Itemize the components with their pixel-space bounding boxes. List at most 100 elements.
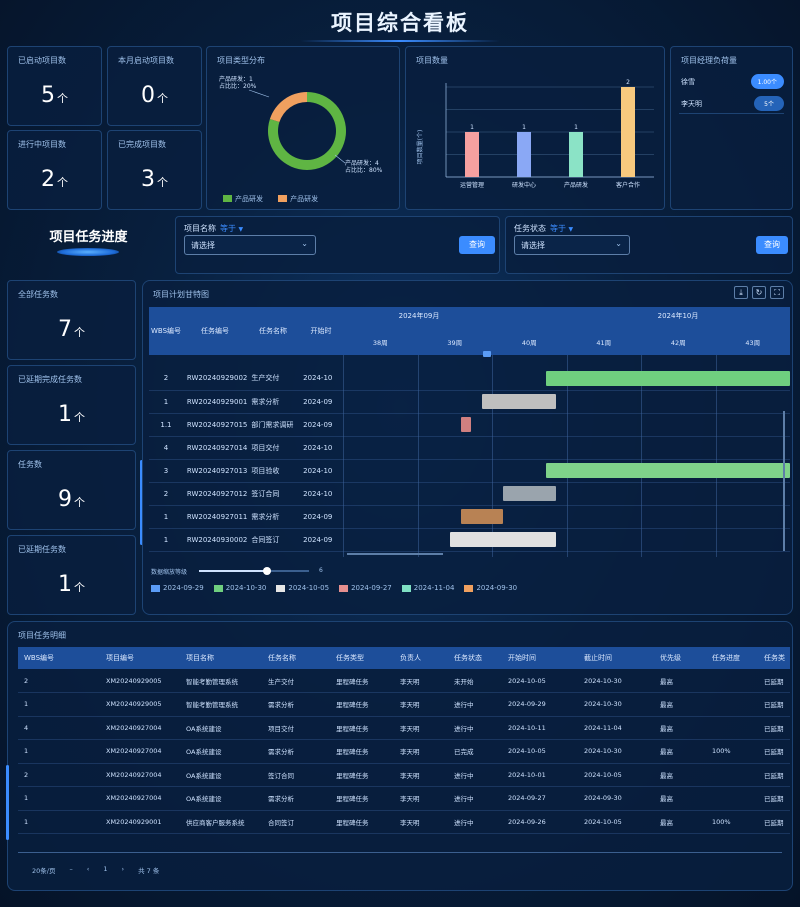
gantt-timeline: 2024年09月 2024年10月 38周 39周 40周 41周 42周 43周 bbox=[343, 307, 790, 557]
fullscreen-icon[interactable]: ⛶ bbox=[770, 286, 784, 299]
project-select[interactable]: 请选择 ⌄ bbox=[184, 235, 316, 255]
gantt-row[interactable]: 1 RW20240927011 需求分析 2024-09 bbox=[149, 505, 343, 529]
table-cell: 最高 bbox=[654, 716, 706, 740]
table-row[interactable]: 1 XM20240929005 智能考勤管理系统 需求分析 里程碑任务 李天明 进行中 202… bbox=[18, 692, 790, 717]
grid-row-line bbox=[343, 528, 790, 529]
col-header[interactable]: 项目编号 bbox=[100, 647, 180, 669]
gantt-row[interactable]: 2 RW20240929002 生产交付 2024-10 bbox=[149, 367, 343, 391]
legend-swatch bbox=[464, 584, 474, 592]
col-header[interactable]: 开始时间 bbox=[502, 647, 578, 669]
legend-item[interactable]: 2024-09-29 bbox=[151, 584, 204, 592]
table-cell: 100% bbox=[706, 810, 758, 834]
table-row[interactable]: 1 XM20240927004 OA系统建设 需求分析 里程碑任务 李天明 已完成 2024-… bbox=[18, 739, 790, 764]
gantt-task-bar[interactable] bbox=[546, 371, 790, 386]
gantt-bars bbox=[343, 351, 790, 557]
grid-row-line bbox=[343, 390, 790, 391]
table-row[interactable]: 1 XM20240927004 OA系统建设 需求分析 里程碑任务 李天明 进行中 2024-… bbox=[18, 786, 790, 811]
gantt-cell: 1.1 bbox=[149, 413, 183, 437]
donut-label-a2: 占比比：20% bbox=[219, 82, 257, 90]
legend-swatch bbox=[339, 584, 349, 592]
query-button[interactable]: 查询 bbox=[756, 236, 788, 254]
table-row[interactable]: 1 XM20240929001 供应商客户服务系统 合同签订 里程碑任务 李天明 进行中 20… bbox=[18, 810, 790, 834]
gantt-row[interactable]: 1 RW20240930002 合同签订 2024-09 bbox=[149, 528, 343, 552]
donut-label-b: 产品研发：4 bbox=[345, 159, 379, 167]
gantt-task-bar[interactable] bbox=[503, 486, 556, 501]
table-cell: 2024-10-01 bbox=[502, 763, 578, 787]
col-header[interactable]: 负责人 bbox=[394, 647, 448, 669]
bar[interactable] bbox=[465, 132, 479, 177]
col-header[interactable]: 任务类 bbox=[758, 647, 790, 669]
col-header[interactable]: 任务名称 bbox=[262, 647, 330, 669]
table-row[interactable]: 4 XM20240927004 OA系统建设 项目交付 里程碑任务 李天明 进行中 2024-… bbox=[18, 716, 790, 740]
col-header[interactable]: 任务状态 bbox=[448, 647, 502, 669]
table-scrollbar[interactable] bbox=[18, 852, 782, 853]
zoom-slider-handle[interactable] bbox=[263, 567, 271, 575]
table-cell: 2024-10-30 bbox=[578, 692, 654, 717]
bar[interactable] bbox=[517, 132, 531, 177]
gantt-row[interactable]: 1.1 RW20240927015 部门需求调研 2024-09 bbox=[149, 413, 343, 437]
download-icon[interactable]: ⤓ bbox=[734, 286, 748, 299]
legend-item[interactable]: 2024-09-27 bbox=[339, 584, 392, 592]
legend-item[interactable]: 产品研发 bbox=[278, 194, 318, 204]
week-label: 43周 bbox=[745, 339, 761, 347]
timeline-scrollbar[interactable] bbox=[347, 553, 443, 555]
gantt-row[interactable]: 4 RW20240927014 项目交付 2024-10 bbox=[149, 436, 343, 460]
donut-label-a: 产品研发：1 bbox=[219, 75, 253, 83]
gantt-task-bar[interactable] bbox=[483, 351, 491, 357]
query-button[interactable]: 查询 bbox=[459, 236, 495, 254]
refresh-icon[interactable]: ↻ bbox=[752, 286, 766, 299]
bar[interactable] bbox=[569, 132, 583, 177]
gantt-task-bar[interactable] bbox=[450, 532, 556, 547]
table-cell: 已完成 bbox=[448, 739, 502, 764]
grid-row-line bbox=[343, 413, 790, 414]
col-header[interactable]: 任务进度 bbox=[706, 647, 758, 669]
table-cell: 1 bbox=[18, 810, 100, 834]
zoom-slider-track[interactable] bbox=[199, 567, 309, 575]
bar[interactable] bbox=[621, 87, 635, 177]
scroll-indicator[interactable] bbox=[140, 460, 143, 545]
donut-slice[interactable] bbox=[269, 92, 307, 123]
legend-item[interactable]: 2024-10-30 bbox=[213, 584, 266, 592]
gantt-cell: RW20240929002 bbox=[182, 367, 248, 391]
table-cell: XM20240927004 bbox=[100, 763, 180, 787]
col-header[interactable]: 任务类型 bbox=[330, 647, 394, 669]
gantt-cell: 合同签订 bbox=[247, 528, 300, 552]
table-cell: 1 bbox=[18, 692, 100, 717]
current-page[interactable]: 1 bbox=[103, 865, 108, 873]
legend-item[interactable]: 产品研发 bbox=[223, 194, 263, 204]
legend-item[interactable]: 2024-11-04 bbox=[401, 584, 454, 592]
gantt-cell: RW20240927014 bbox=[182, 436, 248, 460]
stat-label: 已延期完成任务数 bbox=[18, 375, 82, 384]
col-header[interactable]: 截止时间 bbox=[578, 647, 654, 669]
gantt-task-bar[interactable] bbox=[461, 417, 471, 432]
col-header[interactable]: WBS编号 bbox=[18, 647, 100, 669]
gantt-row[interactable]: 2 RW20240927012 签订合同 2024-10 bbox=[149, 482, 343, 506]
table-row[interactable]: 2 XM20240927004 OA系统建设 签订合同 里程碑任务 李天明 进行中 2024-… bbox=[18, 763, 790, 787]
next-page-button[interactable]: › bbox=[121, 865, 125, 873]
legend-label: 2024-09-30 bbox=[476, 584, 518, 592]
table-cell: 里程碑任务 bbox=[330, 669, 394, 693]
grid-row-line bbox=[343, 551, 790, 552]
load-badge: 1.00个 bbox=[750, 74, 784, 89]
legend-item[interactable]: 2024-09-30 bbox=[464, 584, 517, 592]
gantt-task-bar[interactable] bbox=[461, 509, 503, 524]
legend-item[interactable]: 2024-10-05 bbox=[276, 584, 329, 592]
page-size-select[interactable]: 20条/页 bbox=[32, 867, 56, 875]
gantt-task-bar[interactable] bbox=[546, 463, 790, 478]
filter-label: 任务状态 等于 ▼ bbox=[514, 224, 574, 233]
prev-page-button[interactable]: ‹ bbox=[86, 865, 90, 873]
col-header[interactable]: 优先级 bbox=[654, 647, 706, 669]
gantt-row[interactable]: 1 RW20240929001 需求分析 2024-09 bbox=[149, 390, 343, 414]
vertical-scrollbar[interactable] bbox=[783, 411, 785, 551]
col-header[interactable]: 项目名称 bbox=[180, 647, 262, 669]
scroll-indicator[interactable] bbox=[6, 765, 9, 840]
legend-label: 2024-09-29 bbox=[163, 584, 204, 592]
status-select[interactable]: 请选择 ⌄ bbox=[514, 235, 630, 255]
gantt-task-bar[interactable] bbox=[482, 394, 556, 409]
table-row[interactable]: 2 XM20240929005 智能考勤管理系统 生产交付 里程碑任务 李天明 未开始 202… bbox=[18, 669, 790, 693]
gantt-row[interactable]: 3 RW20240927013 项目验收 2024-10 bbox=[149, 459, 343, 483]
